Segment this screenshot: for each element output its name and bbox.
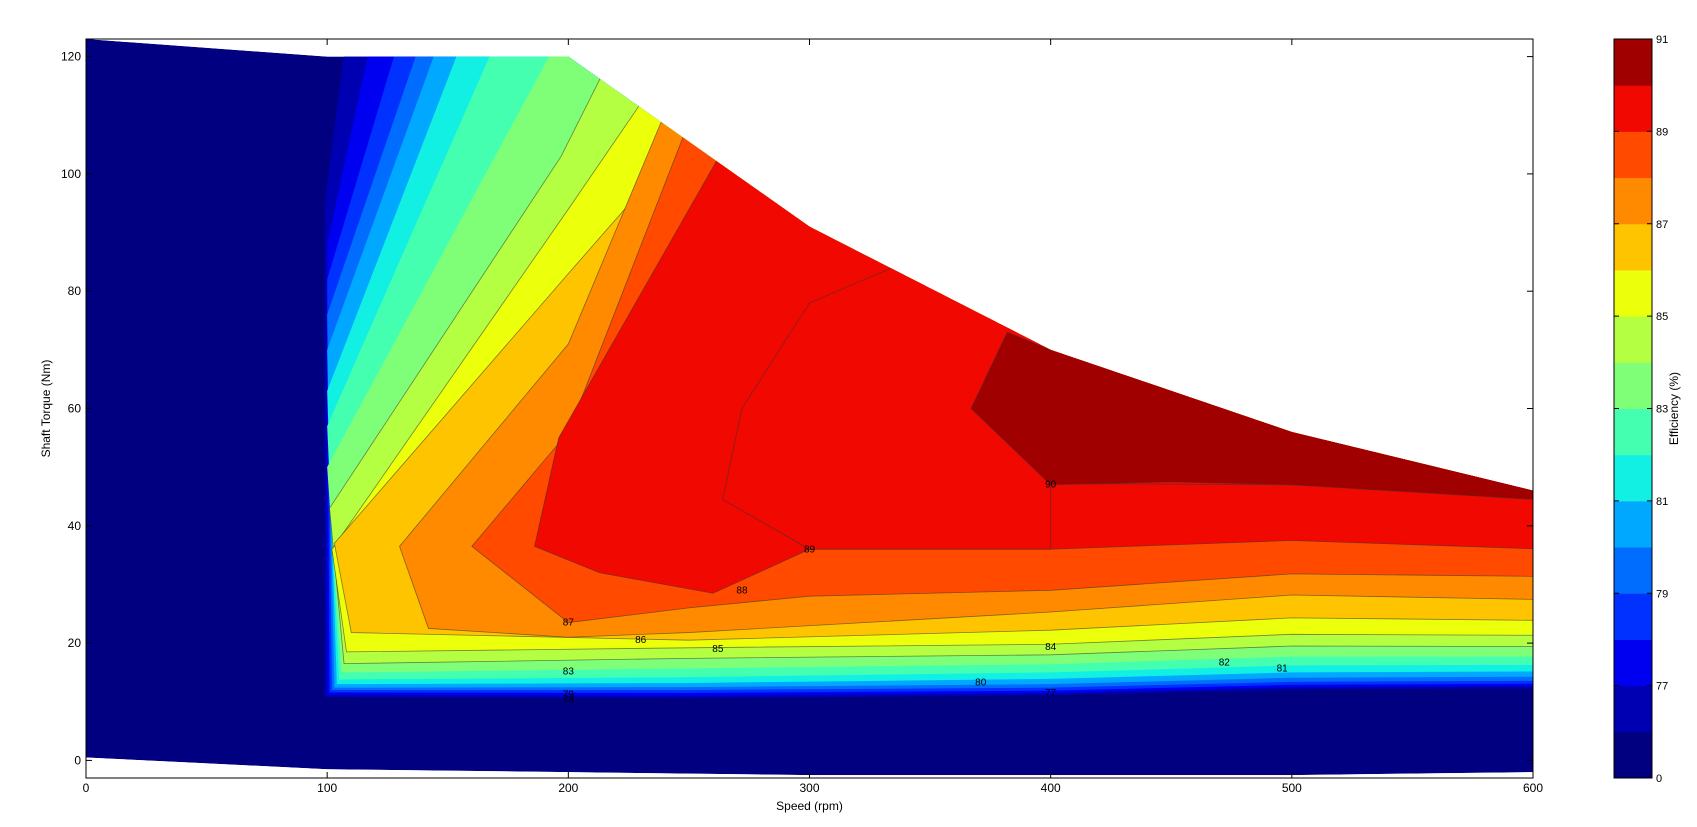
x-tick-label: 400 [1041,781,1061,795]
y-tick-label: 0 [74,753,81,767]
colorbar: 0 77 79 81 83 85 87 89 91 [1613,34,1668,785]
contour-label: 78 [563,694,575,705]
y-tick-label: 60 [68,402,82,416]
x-tick-label: 100 [317,781,337,795]
colorbar-tick-label: 83 [1656,404,1668,416]
y-tick-label: 40 [68,519,82,533]
x-tick-label: 500 [1282,781,1302,795]
colorbar-tick-label: 79 [1656,588,1668,600]
x-axis-label: Speed (rpm) [776,799,843,813]
contour-label: 81 [1277,663,1289,674]
colorbar-segment-83-84 [1614,362,1652,409]
x-axis-ticks: 0 100 200 300 400 500 600 [83,39,1543,795]
colorbar-segment-87-88 [1614,177,1652,225]
contour-label: 89 [804,544,816,555]
y-tick-label: 100 [61,167,81,181]
colorbar-segment-85-86 [1614,269,1652,317]
colorbar-segment-0-76 [1614,731,1652,779]
colorbar-segment-76-77 [1614,685,1652,733]
contour-label: 77 [1045,688,1057,699]
colorbar-tick-label: 0 [1656,773,1662,785]
contour-label: 88 [736,585,748,596]
contour-label: 86 [635,635,647,646]
colorbar-segment-78-79 [1614,593,1652,640]
colorbar-label: Efficiency (%) [1667,372,1681,445]
x-tick-label: 0 [83,781,90,795]
contour-label: 87 [563,618,575,629]
colorbar-tick-label: 91 [1656,34,1668,46]
colorbar-segment-82-83 [1614,408,1652,456]
x-tick-label: 600 [1523,781,1543,795]
colorbar-tick-label: 87 [1656,219,1668,231]
colorbar-segment-90-91 [1614,39,1652,86]
contour-label: 79 [563,690,575,701]
colorbar-tick-label: 89 [1656,126,1668,138]
colorbar-segment-86-87 [1614,223,1652,271]
contour-label: 84 [1045,642,1057,653]
colorbar-segment-89-90 [1614,85,1652,132]
contour-label: 82 [1219,657,1231,668]
y-tick-label: 120 [61,50,81,64]
colorbar-segment-80-81 [1614,500,1652,548]
colorbar-segment-84-85 [1614,316,1652,363]
colorbar-segment-88-89 [1614,131,1652,179]
colorbar-tick-label: 77 [1656,681,1668,693]
y-axis-ticks: 0 20 40 60 80 100 120 [61,50,1533,767]
y-tick-label: 20 [68,636,82,650]
colorbar-segment-79-80 [1614,547,1652,594]
x-tick-label: 300 [799,781,819,795]
colorbar-tick-label: 85 [1656,311,1668,323]
contour-label: 83 [563,666,575,677]
y-axis-label: Shaft Torque (Nm) [39,360,53,458]
contour-label: 85 [712,644,724,655]
colorbar-segment-77-78 [1614,639,1652,687]
x-tick-label: 200 [558,781,578,795]
y-tick-label: 80 [68,284,82,298]
contour-label: 90 [1045,480,1057,491]
colorbar-tick-label: 81 [1656,496,1668,508]
contour-label: 80 [975,677,987,688]
colorbar-segment-81-82 [1614,454,1652,502]
